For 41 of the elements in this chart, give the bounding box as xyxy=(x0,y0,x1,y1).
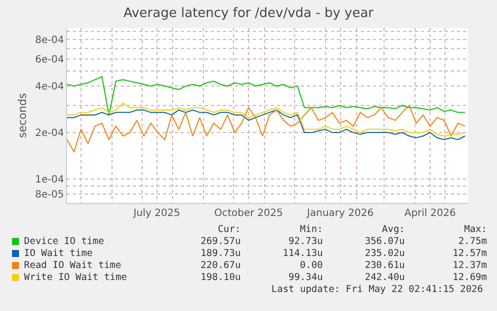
x-tick-label: October 2025 xyxy=(214,208,283,219)
text: 12.69m xyxy=(452,272,487,282)
y-tick-label: 6e-04 xyxy=(35,54,64,66)
y-tick-label: 8e-04 xyxy=(35,35,64,46)
legend-label: IO Wait time xyxy=(24,248,93,258)
x-tick-label: July 2025 xyxy=(132,208,180,219)
text: 235.02u xyxy=(364,248,405,258)
text: Last update: Fri May 22 02:41:15 2026 xyxy=(270,284,483,294)
y-axis-title: seconds xyxy=(16,92,29,138)
text: Avg: xyxy=(381,224,405,234)
text: 92.73u xyxy=(287,236,323,246)
y-tick-label: 4e-04 xyxy=(35,82,64,93)
text: 114.13u xyxy=(282,248,323,258)
text: 269.57u xyxy=(200,236,241,246)
y-tick-label: 1e-04 xyxy=(35,174,64,186)
text: 0.00 xyxy=(298,260,323,270)
text: 2.75m xyxy=(457,236,487,246)
text: 356.07u xyxy=(364,236,405,246)
text: 220.67u xyxy=(200,260,241,270)
y-tick-label: 8e-05 xyxy=(35,190,64,201)
text: 99.34u xyxy=(287,272,323,282)
text: 189.73u xyxy=(200,248,241,258)
legend-label: Read IO Wait time xyxy=(24,260,122,270)
text: 12.37m xyxy=(452,260,487,270)
line-series xyxy=(67,109,466,140)
text: Max: xyxy=(463,224,487,234)
legend-label: Device IO time xyxy=(24,236,104,246)
text: 230.61u xyxy=(364,260,405,270)
line-series xyxy=(67,104,466,152)
text: Cur: xyxy=(216,224,241,234)
x-tick-label: April 2026 xyxy=(404,208,456,219)
text: 12.57m xyxy=(452,248,487,258)
legend-label: Write IO Wait time xyxy=(24,272,127,282)
text: Min: xyxy=(298,224,323,234)
text: 198.10u xyxy=(200,272,241,282)
line-series xyxy=(67,102,466,136)
chart-title: Average latency for /dev/vda - by year xyxy=(123,6,374,21)
text: 242.40u xyxy=(364,272,405,282)
y-tick-label: 2e-04 xyxy=(35,128,64,140)
line-series xyxy=(67,76,466,116)
x-tick-label: January 2026 xyxy=(306,208,374,219)
